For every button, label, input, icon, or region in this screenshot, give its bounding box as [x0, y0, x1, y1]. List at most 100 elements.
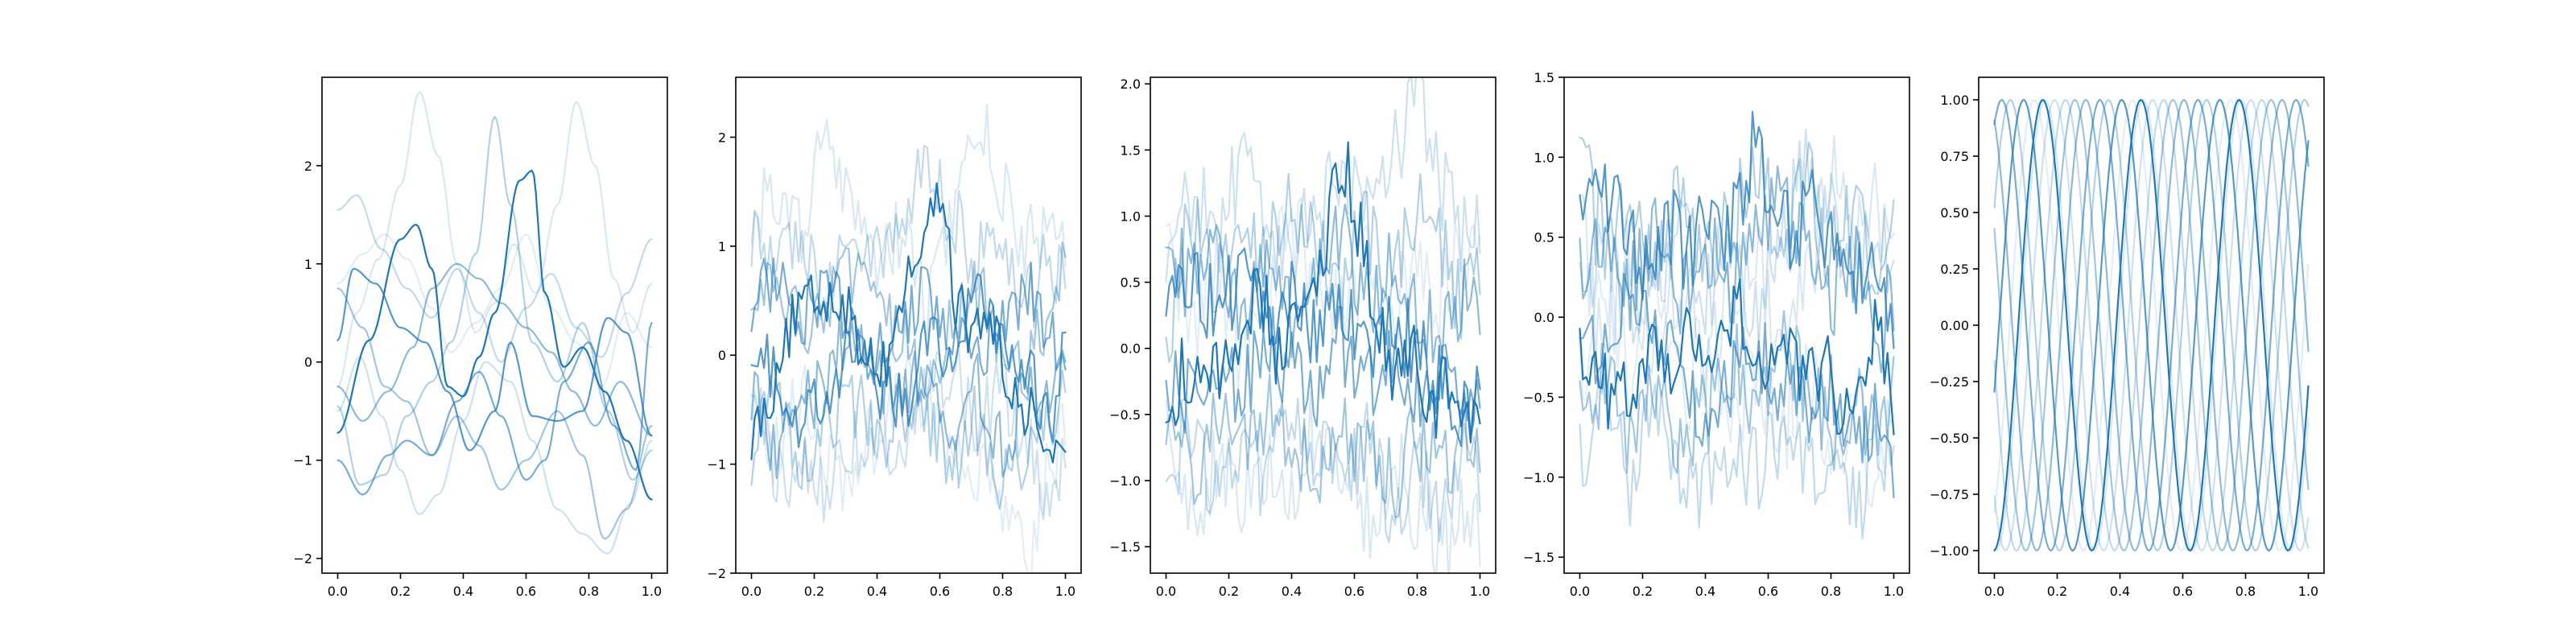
panel-2-series-10 [750, 345, 1067, 573]
panel-3: 0.0 0.2 0.4 0.6 0.8 1.0 −1.5 −1.0 −0.5 0.0 0.5 1.0 1… [1109, 76, 1496, 599]
y-tick-label: −1 [707, 457, 726, 473]
y-tick-label: 2 [304, 159, 312, 174]
y-tick-label: −1.0 [1109, 473, 1141, 489]
y-tick-label: 1.5 [1534, 70, 1554, 85]
y-tick-label: 1 [304, 257, 312, 272]
panel-1-series-8 [336, 356, 653, 555]
y-tick-label: 1.0 [1534, 150, 1554, 165]
panel-1-series-7 [336, 194, 653, 363]
y-tick-label: −1.5 [1523, 550, 1554, 565]
x-tick-label: 0.4 [1695, 584, 1715, 599]
panel-5-series-9 [1993, 98, 2310, 552]
panel-1-series-10 [336, 233, 653, 388]
y-tick-label: 1 [718, 239, 726, 254]
panel-3-series-8 [1165, 77, 1481, 286]
x-tick-label: 0.6 [2173, 584, 2193, 599]
x-tick-label: 0.0 [1570, 584, 1590, 599]
x-tick-label: 1.0 [1884, 584, 1904, 599]
panel-4-series-2 [1579, 110, 1895, 349]
x-tick-label: 0.0 [741, 584, 762, 599]
panel-1-series-9 [336, 91, 653, 388]
y-tick-label: −2 [293, 551, 312, 567]
panel-2-series-6 [750, 369, 1067, 510]
x-tick-label: 0.4 [1282, 584, 1302, 599]
panel-2-frame [735, 76, 1082, 574]
x-tick-label: 0.0 [1984, 584, 2004, 599]
x-tick-label: 1.0 [642, 584, 662, 599]
panel-4-series-5 [1579, 310, 1895, 474]
x-tick-label: 0.6 [1758, 584, 1778, 599]
panel-4-series-10 [1579, 249, 1895, 507]
panel-1-series-3 [336, 321, 653, 496]
y-tick-label: 0 [304, 355, 312, 370]
y-tick-label: 0.0 [1121, 341, 1141, 357]
x-tick-label: 0.4 [453, 584, 473, 599]
panel-2-series-8 [750, 343, 1067, 522]
y-tick-label: −0.5 [1523, 390, 1554, 405]
panel-1-frame [321, 76, 668, 574]
panel-5-series-6 [1993, 98, 2310, 552]
panel-4-series-7 [1579, 373, 1895, 540]
panel-5-series-5 [1993, 99, 2310, 552]
panel-3-series-7 [1165, 398, 1481, 543]
x-tick-label: 0.8 [1407, 584, 1427, 599]
panel-3-lines [1165, 77, 1481, 573]
panel-4-series-1 [1579, 278, 1895, 436]
y-tick-label: 0.75 [1940, 149, 1969, 164]
panel-3-series-1 [1165, 141, 1481, 444]
x-tick-label: 0.6 [930, 584, 950, 599]
y-tick-label: 0 [718, 348, 726, 363]
panel-3-series-6 [1165, 172, 1481, 363]
x-tick-label: 0.2 [2047, 584, 2067, 599]
y-tick-label: −0.50 [1930, 431, 1969, 446]
y-tick-label: −1.00 [1930, 543, 1969, 559]
panel-2-lines [750, 103, 1067, 573]
panel-2-series-2 [750, 273, 1067, 448]
panel-4-series-3 [1579, 272, 1895, 499]
panel-5-lines [1993, 98, 2310, 552]
x-tick-label: 0.0 [328, 584, 348, 599]
y-tick-label: 0.00 [1940, 318, 1969, 333]
panel-2-series-1 [750, 182, 1067, 464]
x-tick-label: 0.2 [804, 584, 824, 599]
panel-3-series-2 [1165, 247, 1481, 448]
panel-3-series-9 [1165, 390, 1481, 573]
panel-4: 0.0 0.2 0.4 0.6 0.8 1.0 −1.5 −1.0 −0.5 0.0 0.5 1.0 1… [1523, 70, 1910, 599]
y-tick-label: 1.0 [1121, 208, 1141, 224]
x-tick-label: 1.0 [1470, 584, 1490, 599]
y-tick-label: −1 [293, 453, 312, 469]
panel-1-series-1 [336, 169, 653, 501]
panel-5-series-4 [1993, 99, 2310, 552]
x-tick-label: 0.2 [1219, 584, 1239, 599]
x-tick-label: 0.2 [1633, 584, 1653, 599]
y-tick-label: −2 [707, 566, 726, 581]
y-tick-label: 0.25 [1940, 262, 1969, 277]
panel-4-lines [1579, 110, 1895, 540]
y-tick-label: 0.50 [1940, 205, 1969, 221]
x-tick-label: 0.8 [2235, 584, 2256, 599]
x-tick-label: 0.0 [1156, 584, 1176, 599]
panel-1-series-6 [336, 115, 653, 486]
x-tick-label: 0.6 [516, 584, 536, 599]
y-tick-label: −0.25 [1930, 374, 1969, 390]
panel-5-series-3 [1993, 98, 2310, 552]
x-tick-label: 0.4 [2110, 584, 2130, 599]
y-tick-label: 0.5 [1121, 275, 1141, 291]
y-tick-label: −1.5 [1109, 539, 1141, 555]
x-tick-label: 0.8 [1821, 584, 1841, 599]
panel-2-series-4 [750, 316, 1067, 480]
panel-2-series-7 [750, 144, 1067, 329]
panel-5-series-8 [1993, 98, 2310, 552]
panel-1-lines [336, 91, 653, 555]
panel-3-series-5 [1165, 374, 1481, 519]
x-tick-label: 0.4 [867, 584, 887, 599]
y-tick-label: 2 [718, 130, 726, 145]
panel-2-series-3 [750, 257, 1067, 386]
x-tick-label: 0.6 [1344, 584, 1364, 599]
y-tick-label: 0.5 [1534, 230, 1554, 246]
y-tick-label: −1.0 [1523, 470, 1554, 485]
panel-5-series-7 [1993, 99, 2310, 552]
x-tick-label: 1.0 [2298, 584, 2318, 599]
y-tick-label: 2.0 [1121, 76, 1141, 92]
